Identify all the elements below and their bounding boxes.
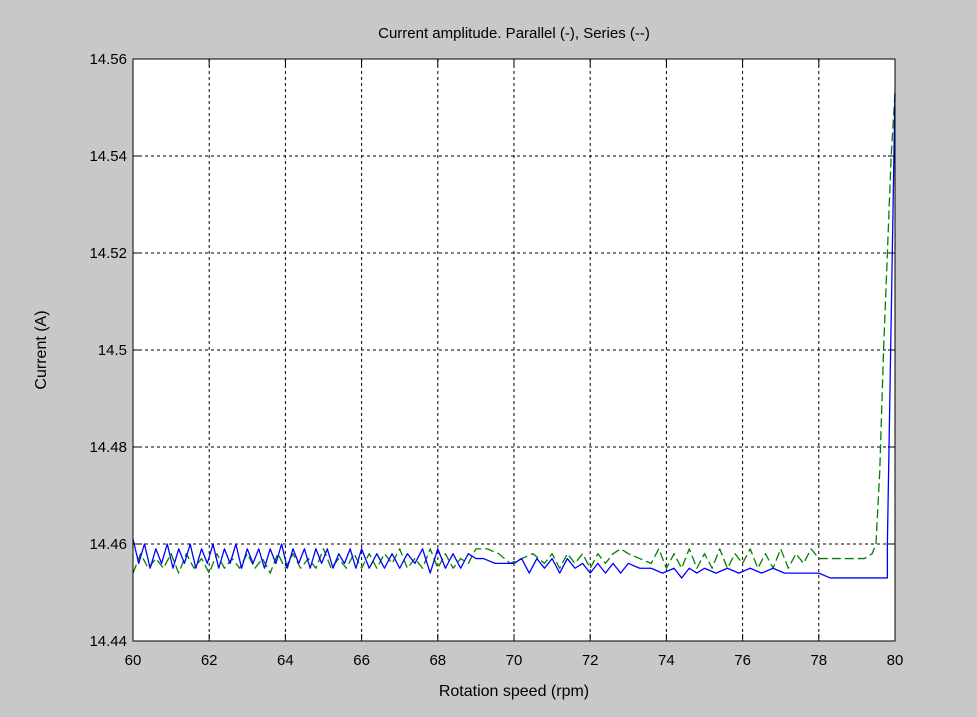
y-tick-label: 14.5: [98, 342, 127, 359]
grid-lines: [133, 59, 895, 641]
series-line-dashed: [132, 92, 896, 574]
x-axis-label: Rotation speed (rpm): [439, 683, 589, 700]
x-tick-label: 62: [201, 652, 218, 669]
x-tick-label: 68: [429, 652, 446, 669]
x-tick-label: 70: [506, 652, 523, 669]
y-tick-label: 14.48: [89, 439, 127, 456]
x-tick-label: 66: [353, 652, 370, 669]
y-tick-label: 14.46: [89, 536, 127, 553]
series-lines: [132, 92, 896, 579]
x-tick-label: 78: [810, 652, 827, 669]
series-line-solid: [132, 92, 896, 579]
chart-title: Current amplitude. Parallel (-), Series …: [378, 25, 650, 42]
x-tick-label: 76: [734, 652, 751, 669]
x-tick-label: 60: [125, 652, 142, 669]
x-tick-label: 74: [658, 652, 675, 669]
axis-ticks: 60 62 64 66 68 70 72 74 76 78 80 14.44 14.46 14.48 14.…: [89, 51, 903, 669]
x-tick-label: 80: [887, 652, 904, 669]
y-tick-label: 14.54: [89, 148, 127, 165]
y-tick-label: 14.52: [89, 245, 127, 262]
y-tick-label: 14.44: [89, 633, 127, 650]
y-tick-label: 14.56: [89, 51, 127, 68]
x-tick-label: 72: [582, 652, 599, 669]
x-tick-label: 64: [277, 652, 294, 669]
y-axis-label: Current (A): [33, 310, 50, 389]
